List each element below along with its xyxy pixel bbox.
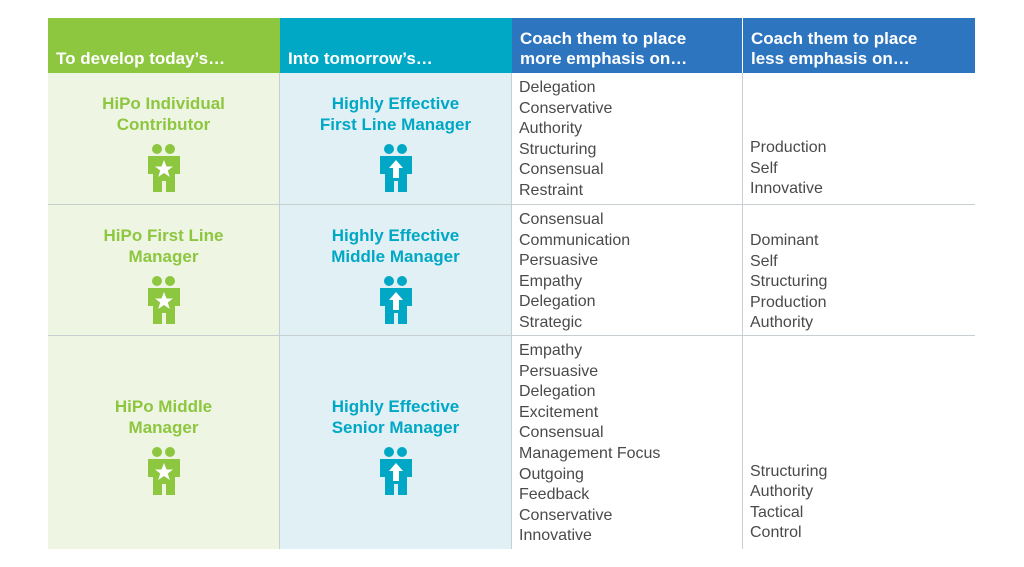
people-arrow-up-icon (379, 447, 412, 495)
list-item: Structuring (750, 273, 828, 291)
list-item: Innovative (750, 180, 823, 198)
row-divider (48, 204, 975, 205)
list-item: Conservative (519, 99, 613, 117)
tomorrow-role-label: Highly Effective First Line Manager (319, 94, 472, 134)
list-item: Outgoing (519, 465, 584, 483)
today-role-cell: HiPo Individual Contributor (48, 73, 280, 205)
today-role-cell: HiPo Middle Manager (48, 336, 280, 549)
people-arrow-up-icon (379, 276, 412, 324)
more-emphasis-cell: Empathy Persuasive Delegation Excitement… (512, 336, 743, 549)
list-item: Production (750, 293, 827, 311)
list-item: Communication (519, 231, 631, 249)
table-header: To develop today’s… Into tomorrow’s… Coa… (48, 18, 975, 73)
less-emphasis-cell: Dominant Self Structuring Production Aut… (743, 205, 975, 336)
people-star-icon (147, 144, 180, 192)
header-today-label: To develop today’s… (56, 49, 226, 68)
more-emphasis-cell: Consensual Communication Persuasive Empa… (512, 205, 743, 336)
tomorrow-role-label: Highly Effective Senior Manager (331, 397, 460, 437)
list-item: Production (750, 139, 827, 157)
list-item: Empathy (519, 272, 583, 290)
list-item: Excitement (519, 403, 599, 421)
list-item: Empathy (519, 342, 583, 359)
people-star-icon (147, 447, 180, 495)
table-row: HiPo First Line Manager Highly Effective M… (48, 205, 975, 336)
list-item: Delegation (519, 293, 596, 311)
list-item: Structuring (519, 140, 597, 158)
list-item: Conservative (519, 506, 613, 524)
header-tomorrow: Into tomorrow’s… (280, 18, 512, 73)
list-item: Authority (519, 120, 583, 138)
header-less-emphasis: Coach them to place less emphasis on… (743, 18, 975, 73)
table-row: HiPo Individual Contributor Highly Effect… (48, 73, 975, 205)
less-emphasis-cell: Structuring Authority Tactical Control (743, 336, 975, 549)
tomorrow-role-label: Highly Effective Middle Manager (331, 226, 460, 266)
list-item: Self (750, 252, 778, 270)
list-item: Control (750, 524, 802, 542)
list-item: Self (750, 159, 778, 177)
today-role-label: HiPo Middle Manager (114, 397, 213, 437)
list-item: Delegation (519, 383, 596, 401)
list-item: Consensual (519, 424, 604, 442)
list-item: Consensual (519, 161, 604, 179)
list-item: Restraint (519, 181, 584, 199)
list-item: Persuasive (519, 252, 599, 270)
list-item: Feedback (519, 486, 590, 504)
coaching-table: To develop today’s… Into tomorrow’s… Coa… (48, 18, 975, 549)
list-item: Structuring (750, 462, 828, 480)
tomorrow-role-cell: Highly Effective Middle Manager (280, 205, 512, 336)
row-divider (48, 335, 975, 336)
list-item: Authority (750, 483, 814, 501)
list-item: Strategic (519, 313, 583, 331)
header-more-emphasis: Coach them to place more emphasis on… (512, 18, 743, 73)
list-item: Innovative (519, 527, 592, 545)
list-item: Dominant (750, 232, 819, 249)
list-item: Persuasive (519, 362, 599, 380)
list-item: Consensual (519, 211, 604, 228)
list-item: Authority (750, 314, 814, 332)
header-more-emphasis-label: Coach them to place more emphasis on… (520, 29, 688, 68)
table-row: HiPo Middle Manager Highly Effective Senio… (48, 336, 975, 549)
more-emphasis-cell: Delegation Conservative Authority Struct… (512, 73, 743, 205)
header-tomorrow-label: Into tomorrow’s… (288, 49, 433, 68)
less-emphasis-cell: Production Self Innovative (743, 73, 975, 205)
tomorrow-role-cell: Highly Effective Senior Manager (280, 336, 512, 549)
list-item: Tactical (750, 503, 804, 521)
today-role-label: HiPo Individual Contributor (102, 94, 225, 134)
list-item: Delegation (519, 79, 596, 96)
today-role-cell: HiPo First Line Manager (48, 205, 280, 336)
header-today: To develop today’s… (48, 18, 280, 73)
people-arrow-up-icon (379, 144, 412, 192)
list-item: Management Focus (519, 444, 661, 462)
today-role-label: HiPo First Line Manager (103, 226, 224, 266)
header-less-emphasis-label: Coach them to place less emphasis on… (751, 29, 918, 68)
people-star-icon (147, 276, 180, 324)
tomorrow-role-cell: Highly Effective First Line Manager (280, 73, 512, 205)
